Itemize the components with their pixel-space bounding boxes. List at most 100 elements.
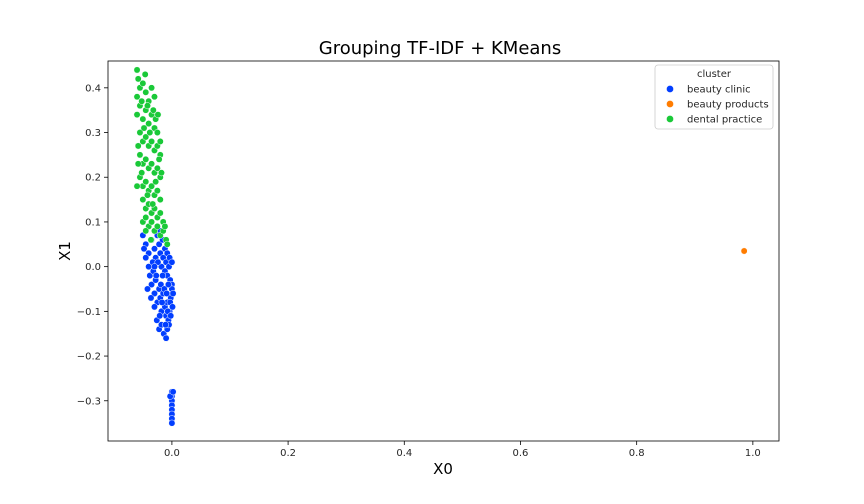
data-point	[145, 120, 153, 128]
y-tick-label: 0.4	[85, 83, 101, 94]
data-point	[169, 388, 177, 396]
legend-title: cluster	[697, 69, 732, 80]
data-point	[147, 236, 155, 244]
x-tick-label: 0.2	[280, 448, 296, 459]
data-point	[740, 247, 748, 255]
data-point	[133, 182, 141, 190]
legend: cluster beauty clinic beauty products dent…	[654, 64, 774, 130]
data-point	[152, 272, 160, 280]
data-point	[156, 196, 164, 204]
legend-box	[654, 64, 774, 130]
data-point	[142, 254, 150, 262]
x-tick-label: 0.8	[629, 448, 645, 459]
data-point	[133, 111, 141, 119]
series-0	[139, 227, 177, 427]
data-point	[134, 142, 142, 150]
legend-items: beauty clinic beauty products dental pract…	[666, 85, 769, 126]
data-point	[138, 97, 146, 105]
data-point	[139, 196, 147, 204]
data-point	[158, 169, 165, 177]
data-point	[149, 200, 157, 208]
data-point	[159, 272, 167, 280]
y-axis-ticks: −0.3 −0.2 −0.1 0.0 0.1 0.2 0.3 0.4	[77, 83, 108, 407]
data-point	[153, 129, 161, 136]
data-point	[163, 240, 171, 248]
y-tick-label: 0.3	[85, 128, 101, 139]
data-point	[148, 281, 156, 288]
x-tick-label: 1.0	[745, 448, 761, 459]
data-point	[164, 281, 172, 288]
data-point	[146, 129, 154, 136]
y-tick-label: −0.1	[77, 307, 101, 318]
data-point	[155, 155, 163, 163]
data-point	[168, 258, 176, 266]
series-1	[740, 247, 748, 255]
data-point	[153, 164, 161, 172]
data-point	[133, 66, 141, 74]
data-point	[144, 102, 151, 110]
data-point	[148, 84, 156, 92]
data-point	[148, 138, 156, 145]
data-point	[153, 222, 161, 230]
legend-marker	[666, 115, 674, 123]
data-point	[142, 155, 150, 163]
data-point	[148, 182, 156, 190]
data-point	[142, 133, 150, 141]
data-point	[134, 160, 142, 168]
data-point	[142, 227, 150, 235]
chart-title: Grouping TF-IDF + KMeans	[319, 38, 561, 59]
data-point	[148, 160, 156, 168]
data-point	[151, 245, 158, 253]
x-axis-label: X0	[433, 460, 453, 478]
x-tick-label: 0.0	[164, 448, 180, 459]
data-point	[134, 75, 142, 83]
data-point	[140, 124, 148, 132]
data-point	[142, 214, 150, 221]
y-tick-label: −0.2	[77, 352, 101, 363]
data-point	[142, 88, 150, 96]
x-tick-label: 0.4	[396, 448, 412, 459]
data-point	[151, 263, 158, 271]
data-point	[139, 115, 147, 123]
data-point	[151, 303, 158, 311]
legend-marker	[666, 85, 674, 93]
data-point	[158, 298, 166, 306]
series-2	[133, 66, 171, 248]
data-point	[161, 222, 169, 230]
data-point	[139, 79, 147, 87]
data-point	[169, 290, 177, 297]
data-point	[154, 111, 162, 119]
data-point	[148, 218, 156, 226]
data-point	[138, 169, 146, 177]
y-axis-label: X1	[56, 241, 74, 261]
data-point	[151, 93, 158, 101]
data-point	[136, 151, 144, 159]
data-point	[142, 178, 150, 186]
data-point	[156, 138, 164, 145]
x-axis-ticks: 0.0 0.2 0.4 0.6 0.8 1.0	[164, 441, 761, 459]
plot-frame	[107, 60, 780, 442]
legend-label: beauty products	[687, 100, 769, 111]
data-point	[162, 334, 170, 342]
data-point	[133, 93, 141, 101]
data-point	[147, 294, 155, 302]
data-point	[144, 191, 151, 199]
data-point	[153, 187, 161, 195]
data-point	[162, 321, 169, 329]
x-tick-label: 0.6	[513, 448, 529, 459]
data-point	[163, 290, 171, 297]
data-point	[136, 129, 144, 136]
y-tick-label: 0.2	[85, 173, 101, 184]
data-point	[144, 285, 151, 293]
data-point	[156, 209, 164, 217]
data-points	[133, 66, 748, 427]
y-tick-label: 0.0	[85, 262, 101, 273]
data-point	[140, 245, 148, 253]
legend-label: beauty clinic	[687, 85, 751, 96]
y-tick-label: 0.1	[85, 217, 101, 228]
data-point	[167, 312, 175, 320]
data-point	[168, 419, 176, 427]
y-tick-label: −0.3	[77, 396, 101, 407]
data-point	[156, 312, 164, 320]
legend-marker	[666, 100, 674, 108]
